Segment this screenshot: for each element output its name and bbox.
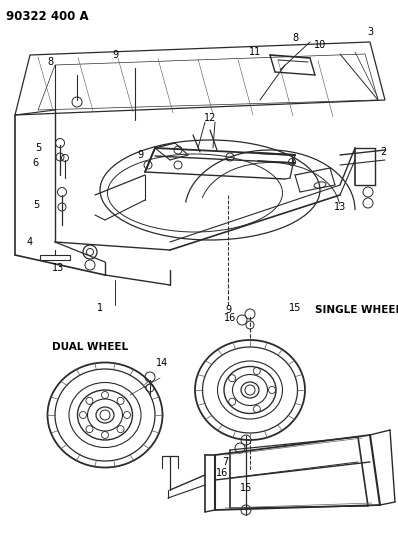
- Text: 11: 11: [249, 47, 261, 57]
- Text: 13: 13: [52, 263, 64, 273]
- Text: SINGLE WHEEL: SINGLE WHEEL: [315, 305, 398, 315]
- Text: 13: 13: [334, 202, 346, 212]
- Text: 2: 2: [380, 147, 386, 157]
- Text: 16: 16: [216, 468, 228, 478]
- Text: 7: 7: [222, 457, 228, 467]
- Text: 6: 6: [32, 158, 38, 168]
- Text: 3: 3: [367, 27, 373, 37]
- Text: 5: 5: [35, 143, 41, 153]
- Text: 16: 16: [224, 313, 236, 323]
- Text: 9: 9: [112, 50, 118, 60]
- Text: 15: 15: [240, 483, 252, 493]
- Text: 90322 400 A: 90322 400 A: [6, 10, 89, 23]
- Text: 4: 4: [27, 237, 33, 247]
- Text: 1: 1: [97, 303, 103, 313]
- Text: 9: 9: [137, 150, 143, 160]
- Text: 10: 10: [314, 40, 326, 50]
- Text: 14: 14: [156, 358, 168, 368]
- Text: 15: 15: [289, 303, 301, 313]
- Text: 12: 12: [204, 113, 216, 123]
- Text: DUAL WHEEL: DUAL WHEEL: [52, 342, 128, 352]
- Text: 9: 9: [225, 305, 231, 315]
- Text: 5: 5: [33, 200, 39, 210]
- Text: 8: 8: [292, 33, 298, 43]
- Text: 8: 8: [47, 57, 53, 67]
